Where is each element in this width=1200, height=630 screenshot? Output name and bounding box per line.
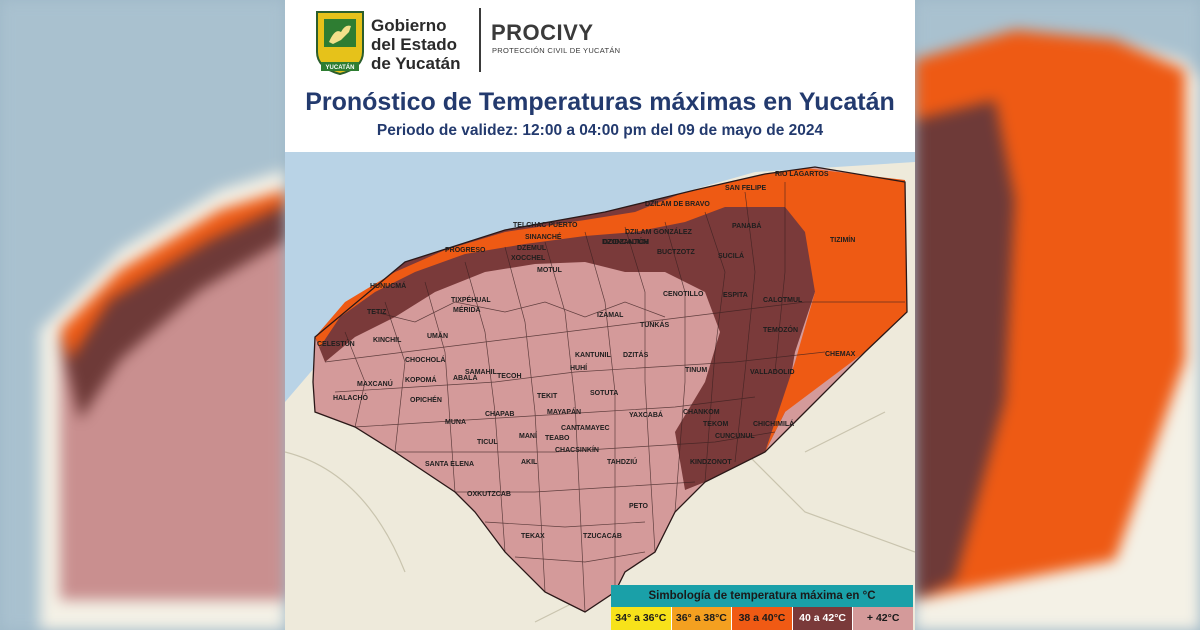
temperature-map: RIO LAGARTOS SAN FELIPE TIZIMÍN DZILAM D… — [285, 152, 915, 630]
muni-label: ABALÁ — [453, 373, 478, 382]
muni-label: KANTUNIL — [575, 352, 611, 359]
gov-line-2: del Estado — [371, 35, 457, 54]
muni-label: OXKUTZCAB — [467, 491, 511, 498]
muni-label: MANÍ — [519, 431, 538, 440]
muni-label: CHOCHOLÁ — [405, 355, 445, 364]
muni-label: CHEMAX — [825, 351, 856, 358]
validity-period: Periodo de validez: 12:00 a 04:00 pm del… — [376, 122, 824, 139]
muni-label: KOPOMÁ — [405, 375, 437, 384]
muni-label: ESPITA — [723, 292, 748, 299]
muni-label: KINDZONOT — [690, 459, 732, 466]
government-name: Gobierno del Estado de Yucatán — [371, 16, 460, 73]
muni-label: DZITÁS — [623, 350, 649, 359]
muni-label: BUCTZOTZ — [657, 249, 695, 256]
muni-label: DZILAM DE BRAVO — [645, 201, 710, 208]
muni-label: CELESTÚN — [317, 339, 355, 348]
muni-label: PROGRESO — [445, 247, 486, 254]
muni-label: KINCHIL — [373, 337, 402, 344]
muni-label: TEKOM — [703, 421, 728, 428]
blurred-background-left — [0, 0, 285, 630]
muni-label: SAMAHIL — [465, 369, 498, 376]
muni-label: CUNCUNUL — [715, 433, 755, 440]
muni-label: MAXCANÚ — [357, 379, 393, 388]
zone-38-40 — [315, 168, 907, 452]
muni-label: VALLADOLID — [750, 369, 795, 376]
muni-label: SINANCHÉ — [525, 232, 562, 241]
muni-label: TAHDZIÚ — [607, 457, 637, 466]
header: YUCATÁN Gobierno del Estado de Yucatán P… — [285, 0, 915, 152]
muni-label: XOCCHEL — [511, 255, 546, 262]
muni-label: TECOH — [497, 373, 522, 380]
blurred-background-right — [915, 0, 1200, 630]
muni-label: PETO — [629, 503, 648, 510]
header-divider — [479, 8, 481, 72]
muni-label: HUNUCMÁ — [370, 281, 406, 290]
muni-label: MUNA — [445, 419, 466, 426]
page-title: Pronóstico de Temperaturas máximas en Yu… — [305, 88, 895, 116]
muni-label: UMÁN — [427, 331, 448, 340]
agency-subtitle: PROTECCIÓN CIVIL DE YUCATÁN — [492, 46, 621, 55]
legend-item: 38 a 40°C — [732, 607, 793, 630]
legend-item: 36° a 38°C — [671, 607, 733, 630]
legend-item: + 42°C — [853, 607, 913, 630]
muni-label: HUHÍ — [570, 363, 588, 372]
muni-label: CHICHIMILÁ — [753, 419, 794, 428]
muni-label: DZIDZANTÚN — [603, 237, 648, 246]
muni-label: CHANKOM — [683, 409, 720, 416]
muni-label: IZAMAL — [597, 312, 624, 319]
muni-label: TIXPÉHUAL — [451, 295, 491, 304]
state-outline — [312, 166, 908, 613]
muni-label: YAXCABÁ — [629, 410, 663, 419]
muni-label: DZILAM GONZÁLEZ — [625, 227, 693, 236]
yucatan-shield-logo: YUCATÁN — [316, 11, 364, 76]
muni-label: TIZIMÍN — [830, 235, 855, 244]
svg-text:YUCATÁN: YUCATÁN — [326, 64, 355, 71]
muni-label: MÉRIDA — [453, 305, 481, 314]
muni-label: TEABO — [545, 435, 570, 442]
muni-label: TEKIT — [537, 393, 558, 400]
muni-label: TETIZ — [367, 309, 387, 316]
muni-label: CHAPAB — [485, 411, 514, 418]
temperature-legend: Simbología de temperatura máxima en °C 3… — [611, 585, 913, 630]
muni-label: MAYAPÁN — [547, 407, 581, 416]
muni-label: SOTUTA — [590, 390, 618, 397]
muni-label: MOTUL — [537, 267, 563, 274]
muni-label: SUCILÁ — [718, 251, 744, 260]
muni-label: CENOTILLO — [663, 291, 704, 298]
legend-item: 34° a 36°C — [611, 607, 672, 630]
legend-row: 34° a 36°C 36° a 38°C 38 a 40°C 40 a 42°… — [611, 607, 913, 630]
muni-label: TEMOZÓN — [763, 325, 798, 334]
muni-label: PANABÁ — [732, 221, 761, 230]
legend-title: Simbología de temperatura máxima en °C — [611, 585, 913, 607]
muni-label: HALACHÓ — [333, 393, 369, 402]
agency-name: PROCIVY — [491, 20, 594, 45]
muni-label: AKIL — [521, 459, 538, 466]
gov-line-3: de Yucatán — [371, 54, 461, 73]
muni-label: TUNKÁS — [640, 320, 669, 329]
muni-label: TICUL — [477, 439, 498, 446]
muni-label: CANTAMAYEC — [561, 425, 610, 432]
muni-label: RIO LAGARTOS — [775, 171, 829, 178]
muni-label: CHACSINKÍN — [555, 445, 599, 454]
muni-label: DZEMUL — [517, 245, 547, 252]
muni-label: OPICHÉN — [410, 395, 442, 404]
muni-label: SANTA ELENA — [425, 461, 474, 468]
forecast-card: YUCATÁN Gobierno del Estado de Yucatán P… — [285, 0, 915, 630]
muni-label: TEKAX — [521, 533, 545, 540]
gov-line-1: Gobierno — [371, 16, 447, 35]
muni-label: TZUCACAB — [583, 533, 622, 540]
muni-label: CALOTMUL — [763, 297, 803, 304]
muni-label: SAN FELIPE — [725, 185, 767, 192]
muni-label: TINUM — [685, 367, 707, 374]
legend-item: 40 a 42°C — [792, 607, 854, 630]
muni-label: TELCHAC PUERTO — [513, 222, 578, 229]
muni-label: DZONCAUICH — [602, 239, 649, 246]
